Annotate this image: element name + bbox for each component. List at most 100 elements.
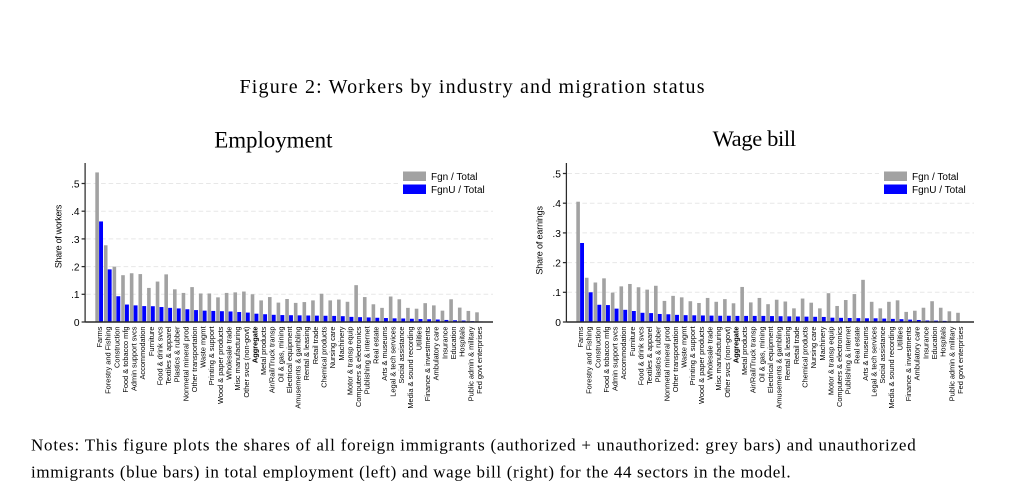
svg-text:Electrical equipment: Electrical equipment [766,327,775,394]
svg-text:Oil & gas, mining: Oil & gas, mining [276,327,285,383]
svg-text:Other transportation: Other transportation [671,327,680,393]
svg-text:Chemical products: Chemical products [800,326,809,388]
svg-text:Real estate: Real estate [371,327,380,364]
svg-text:Farms: Farms [95,326,104,347]
svg-text:Machinery: Machinery [337,326,346,360]
svg-text:Rental & leasing: Rental & leasing [302,327,311,381]
svg-text:.1: .1 [552,288,561,299]
svg-text:.2: .2 [552,259,561,270]
svg-text:Oil & gas, mining: Oil & gas, mining [757,327,766,383]
svg-text:Wholesale trade: Wholesale trade [225,327,234,380]
svg-text:Fed govt enterprises: Fed govt enterprises [956,326,965,394]
svg-text:Nonmetal mineral prod: Nonmetal mineral prod [662,327,671,402]
svg-text:Insurance: Insurance [921,327,930,359]
svg-text:Other svcs (non-govt): Other svcs (non-govt) [723,327,732,398]
svg-text:Air/Rail/Truck transp: Air/Rail/Truck transp [749,327,758,394]
svg-text:Share of workers: Share of workers [54,204,64,268]
svg-text:Social assistance: Social assistance [878,327,887,384]
svg-text:Other transportation: Other transportation [190,327,199,393]
svg-text:Metal products: Metal products [740,326,749,375]
svg-text:Nursing care: Nursing care [328,327,337,369]
svg-text:.3: .3 [71,235,80,246]
svg-text:Real estate: Real estate [852,327,861,364]
svg-text:Fgn / Total: Fgn / Total [912,172,959,183]
svg-text:Forestry and Fishing: Forestry and Fishing [585,327,594,394]
svg-text:Utilities: Utilities [895,326,904,350]
svg-text:Wholesale trade: Wholesale trade [706,327,715,380]
svg-text:Construction: Construction [593,327,602,369]
svg-text:Plastics & rubber: Plastics & rubber [654,326,663,382]
svg-text:Public admin & military: Public admin & military [947,326,956,401]
svg-text:.1: .1 [71,290,80,301]
svg-text:Public admin & military: Public admin & military [466,326,475,401]
svg-text:Electrical equipment: Electrical equipment [285,327,294,394]
svg-text:Retail trade: Retail trade [311,327,320,365]
svg-text:Air/Rail/Truck transp: Air/Rail/Truck transp [268,327,277,394]
svg-text:Education: Education [449,327,458,360]
svg-text:Media & sound recording: Media & sound recording [406,327,415,409]
svg-text:Nonmetal mineral prod: Nonmetal mineral prod [181,327,190,402]
svg-text:Hospitals: Hospitals [458,326,467,357]
svg-text:Insurance: Insurance [440,327,449,359]
svg-text:Amusements & gambling: Amusements & gambling [294,327,303,409]
svg-text:Admin support svcs: Admin support svcs [611,326,620,391]
svg-text:Motor & transp equip: Motor & transp equip [345,327,354,396]
svg-text:Construction: Construction [112,327,121,369]
svg-text:Chemical products: Chemical products [319,326,328,388]
svg-text:0: 0 [555,318,561,329]
svg-text:Hospitals: Hospitals [939,326,948,357]
svg-text:Utilities: Utilities [414,326,423,350]
svg-text:Amusements & gambling: Amusements & gambling [775,327,784,409]
svg-text:Computers & electronics: Computers & electronics [354,326,363,407]
svg-text:Computers & electronics: Computers & electronics [835,326,844,407]
svg-text:Farms: Farms [576,326,585,347]
svg-text:Misc manufacturing: Misc manufacturing [714,327,723,391]
svg-text:Furniture: Furniture [147,327,156,357]
svg-text:Forestry and Fishing: Forestry and Fishing [104,327,113,394]
svg-text:Social assistance: Social assistance [397,327,406,384]
svg-text:Textiles & apparel: Textiles & apparel [164,326,173,385]
svg-text:Finance & investments: Finance & investments [423,326,432,401]
svg-text:Share of earnings: Share of earnings [535,206,545,275]
svg-text:.4: .4 [552,199,561,210]
svg-text:Plastics & rubber: Plastics & rubber [173,326,182,382]
svg-text:Publishing & internet: Publishing & internet [363,327,372,395]
svg-text:immigrants (blue bars) in tota: immigrants (blue bars) in total employme… [31,463,791,482]
svg-text:Fed govt enterprises: Fed govt enterprises [475,326,484,394]
svg-text:Media & sound recording: Media & sound recording [887,327,896,409]
svg-text:Printing & support: Printing & support [688,327,697,386]
svg-text:0: 0 [74,318,80,329]
svg-text:Aggregate: Aggregate [250,327,259,364]
svg-text:Legal & tech services: Legal & tech services [389,326,398,397]
svg-text:Wage bill: Wage bill [713,126,797,151]
svg-text:Other svcs (non-govt): Other svcs (non-govt) [242,327,251,398]
svg-text:Admin support svcs: Admin support svcs [130,326,139,391]
svg-text:Motor & transp equip: Motor & transp equip [826,327,835,396]
svg-text:Textiles & apparel: Textiles & apparel [645,326,654,385]
svg-text:Food & drink svcs: Food & drink svcs [155,326,164,385]
svg-text:Food & tobacco mfg: Food & tobacco mfg [121,327,130,393]
svg-text:.3: .3 [552,229,561,240]
svg-text:Misc manufacturing: Misc manufacturing [233,327,242,391]
svg-text:Education: Education [930,327,939,360]
svg-text:Arts & museums: Arts & museums [861,326,870,381]
svg-text:Accommodation: Accommodation [619,327,628,380]
svg-text:FgnU / Total: FgnU / Total [912,185,966,196]
svg-text:Waste mgmt: Waste mgmt [680,327,689,368]
svg-text:Machinery: Machinery [818,326,827,360]
svg-text:.5: .5 [552,169,561,180]
svg-text:Food & tobacco mfg: Food & tobacco mfg [602,327,611,393]
svg-text:Employment: Employment [214,127,333,152]
svg-text:Ambulatory care: Ambulatory care [913,327,922,381]
svg-text:Aggregate: Aggregate [731,327,740,364]
svg-text:Arts & museums: Arts & museums [380,326,389,381]
svg-text:Nursing care: Nursing care [809,327,818,369]
svg-text:FgnU / Total: FgnU / Total [431,185,485,196]
svg-text:Metal products: Metal products [259,326,268,375]
svg-text:.2: .2 [71,263,80,274]
svg-text:Rental & leasing: Rental & leasing [783,327,792,381]
svg-text:Legal & tech services: Legal & tech services [870,326,879,397]
svg-text:Publishing & internet: Publishing & internet [844,327,853,395]
svg-text:Fgn / Total: Fgn / Total [431,172,478,183]
svg-text:Finance & investments: Finance & investments [904,326,913,401]
